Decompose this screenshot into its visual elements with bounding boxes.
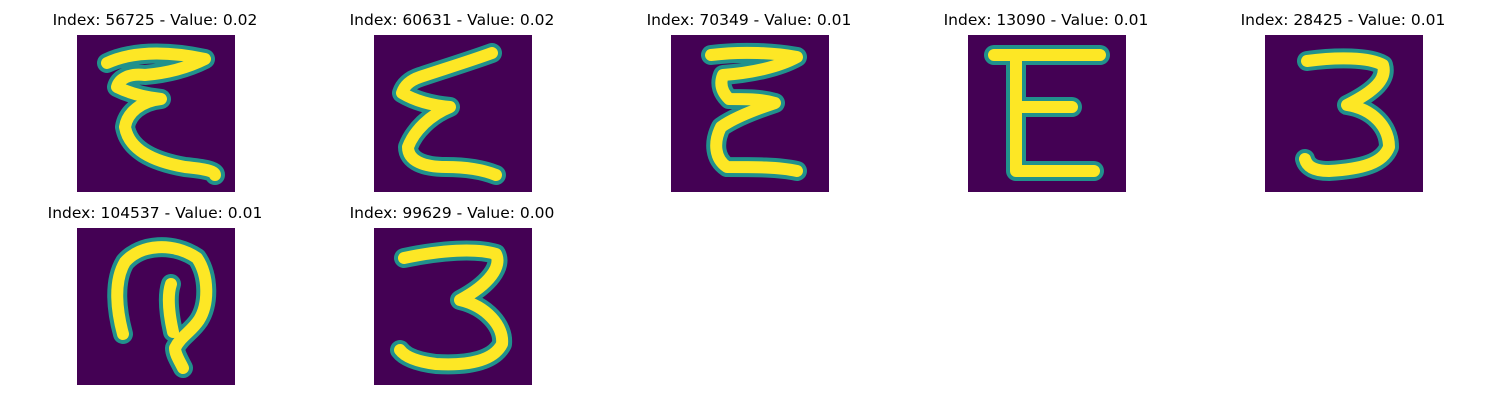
digit-image — [374, 35, 532, 192]
panel-title: Index: 28425 - Value: 0.01 — [1193, 10, 1493, 30]
digit-image — [374, 228, 532, 385]
panel-title: Index: 13090 - Value: 0.01 — [896, 10, 1196, 30]
panel-title: Index: 56725 - Value: 0.02 — [5, 10, 305, 30]
digit-image — [77, 35, 235, 192]
image-panel: Index: 56725 - Value: 0.02 — [5, 0, 305, 190]
panel-title: Index: 104537 - Value: 0.01 — [5, 203, 305, 223]
panel-title: Index: 60631 - Value: 0.02 — [302, 10, 602, 30]
digit-image — [1265, 35, 1423, 192]
image-panel: Index: 99629 - Value: 0.00 — [302, 193, 602, 383]
image-panel: Index: 70349 - Value: 0.01 — [599, 0, 899, 190]
panel-title: Index: 70349 - Value: 0.01 — [599, 10, 899, 30]
digit-image — [968, 35, 1126, 192]
image-panel: Index: 13090 - Value: 0.01 — [896, 0, 1196, 190]
panel-title: Index: 99629 - Value: 0.00 — [302, 203, 602, 223]
digit-image — [77, 228, 235, 385]
image-panel: Index: 60631 - Value: 0.02 — [302, 0, 602, 190]
image-panel: Index: 28425 - Value: 0.01 — [1193, 0, 1493, 190]
image-panel: Index: 104537 - Value: 0.01 — [5, 193, 305, 383]
digit-image — [671, 35, 829, 192]
